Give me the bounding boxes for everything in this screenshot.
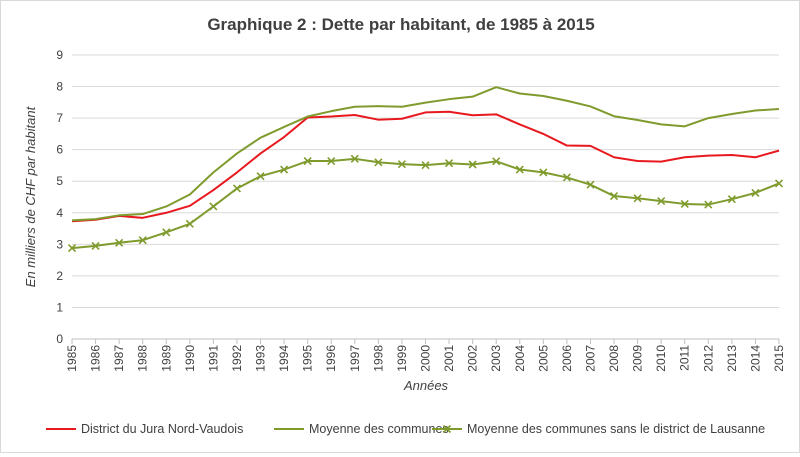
x-tick-label: 2010 — [654, 345, 668, 372]
x-tick-label: 1985 — [65, 345, 79, 372]
y-tick-label: 4 — [56, 206, 63, 220]
y-tick-label: 6 — [56, 143, 63, 157]
y-tick-label: 0 — [56, 332, 63, 346]
x-tick-label: 1998 — [371, 345, 385, 372]
data-point — [327, 156, 336, 166]
data-point — [421, 161, 430, 170]
data-point — [138, 236, 147, 245]
data-point — [586, 180, 595, 189]
data-point — [397, 160, 406, 169]
chart-title: Graphique 2 : Dette par habitant, de 198… — [207, 15, 594, 34]
data-point — [562, 173, 571, 182]
x-tick-label: 1991 — [206, 345, 220, 372]
y-axis-ticks: 0 1 2 3 4 5 6 7 8 9 — [56, 48, 63, 346]
series-line-2 — [71, 86, 780, 222]
data-point — [91, 241, 100, 250]
x-tick-label: 2015 — [772, 345, 786, 372]
data-point — [704, 200, 713, 209]
data-point — [67, 244, 77, 253]
data-point — [350, 154, 359, 163]
data-point — [374, 158, 383, 167]
x-tick-label: 2002 — [466, 345, 480, 372]
data-point — [209, 202, 218, 211]
x-tick-label: 2004 — [513, 345, 527, 372]
y-tick-label: 3 — [56, 237, 63, 251]
data-point — [280, 165, 289, 174]
y-axis-title: En milliers de CHF par habitant — [23, 105, 38, 287]
x-tick-label: 1986 — [89, 345, 103, 372]
x-tick-label: 1999 — [395, 345, 409, 372]
series-line-1 — [71, 110, 780, 223]
data-point — [774, 179, 784, 188]
x-tick-label: 1989 — [159, 345, 173, 372]
y-tick-label: 1 — [56, 300, 63, 314]
x-tick-label: 2009 — [631, 345, 645, 372]
data-point — [445, 159, 454, 168]
x-tick-label: 1994 — [277, 345, 291, 372]
x-tick-label: 2000 — [419, 345, 433, 372]
x-tick-label: 1996 — [324, 345, 338, 372]
y-tick-label: 8 — [56, 80, 63, 94]
x-axis-title: Années — [403, 378, 449, 393]
x-tick-label: 2005 — [536, 345, 550, 372]
x-tick-label: 1992 — [230, 345, 244, 372]
x-tick-label: 2013 — [725, 345, 739, 372]
data-point — [162, 228, 171, 237]
data-point — [115, 238, 124, 247]
series-line-3 — [71, 157, 780, 250]
x-axis-ticks: 1985 1986 1987 1988 1989 1990 1991 1992 1993 1994… — [65, 339, 786, 372]
x-tick-label: 1990 — [183, 345, 197, 372]
data-point — [232, 184, 242, 193]
data-point — [185, 219, 194, 228]
data-point — [256, 172, 265, 181]
data-point — [680, 199, 689, 209]
gridlines — [72, 54, 779, 308]
series-lines — [67, 86, 784, 253]
data-point — [609, 191, 619, 201]
y-tick-label: 2 — [56, 269, 63, 283]
data-point — [303, 156, 312, 166]
data-point — [468, 160, 477, 169]
x-tick-label: 1997 — [348, 345, 362, 372]
y-tick-label: 9 — [56, 48, 63, 62]
x-tick-label: 2003 — [489, 345, 503, 372]
y-tick-label: 5 — [56, 174, 63, 188]
data-point — [727, 195, 736, 204]
data-point — [633, 194, 642, 203]
legend: District du Jura Nord-Vaudois Moyenne des… — [46, 422, 765, 436]
data-point — [492, 157, 501, 166]
x-tick-label: 2008 — [607, 345, 621, 372]
x-tick-label: 2012 — [701, 345, 715, 372]
legend-label: Moyenne des communes — [309, 422, 449, 436]
x-tick-label: 2011 — [678, 345, 692, 371]
legend-label: Moyenne des communes sans le district de… — [467, 422, 765, 436]
x-tick-label: 2001 — [442, 345, 456, 372]
data-point — [539, 168, 548, 177]
x-tick-label: 1993 — [254, 345, 268, 372]
legend-marker — [442, 424, 452, 434]
data-point — [657, 197, 666, 206]
x-tick-label: 1995 — [301, 345, 315, 372]
y-tick-label: 7 — [56, 111, 63, 125]
data-point — [751, 188, 760, 197]
legend-label: District du Jura Nord-Vaudois — [81, 422, 243, 436]
data-point — [515, 165, 524, 174]
x-tick-label: 2006 — [560, 345, 574, 372]
x-tick-label: 1987 — [112, 345, 126, 372]
x-tick-label: 1988 — [136, 345, 150, 372]
x-tick-label: 2014 — [748, 345, 762, 372]
x-tick-label: 2007 — [583, 345, 597, 372]
